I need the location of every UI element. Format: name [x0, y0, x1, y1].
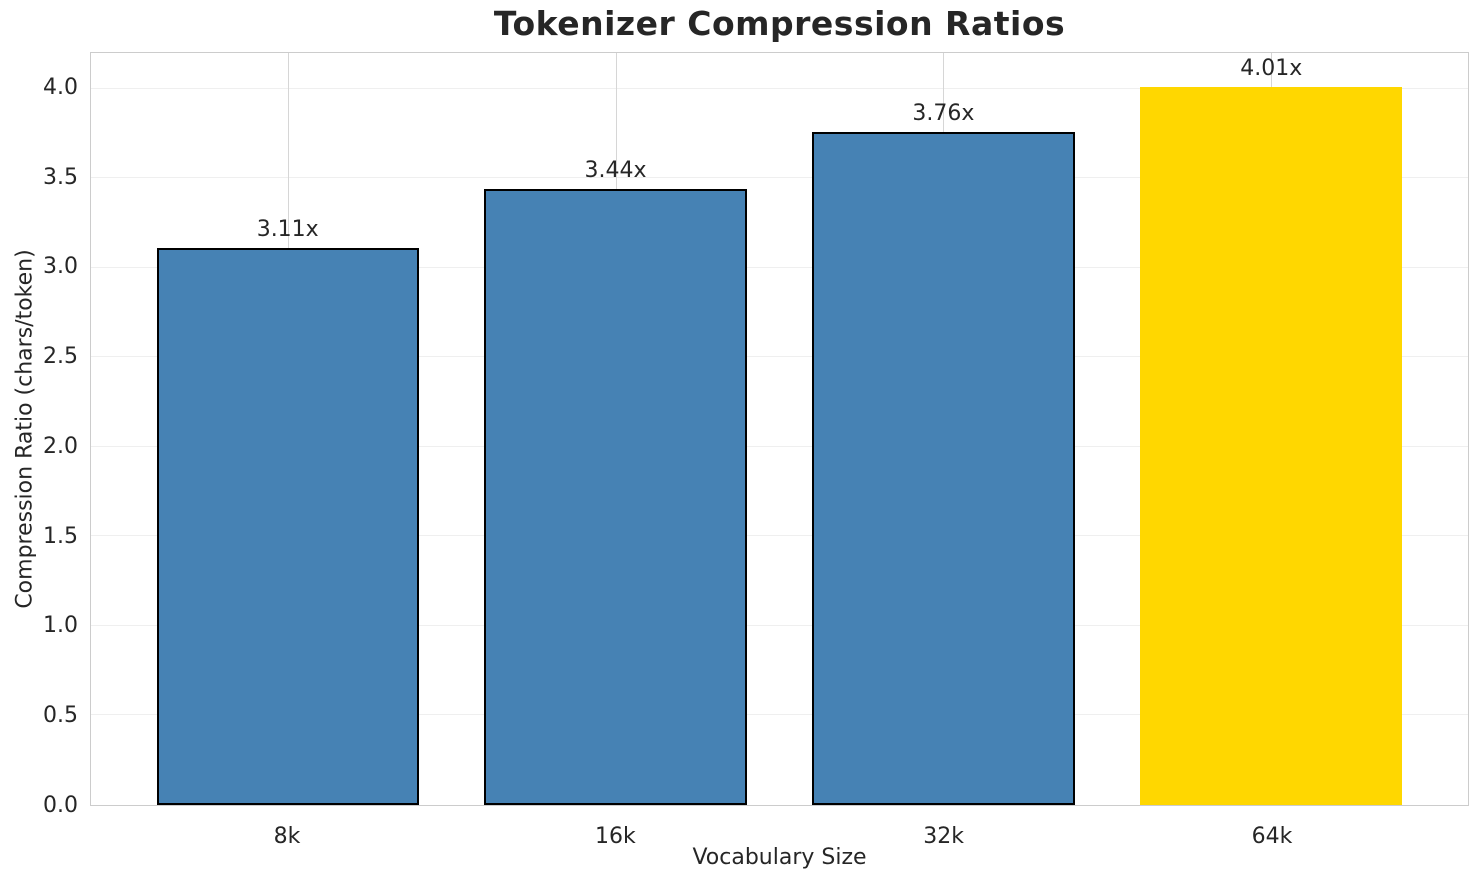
bar-64k: [1140, 87, 1403, 805]
x-tick-label-64k: 64k: [1251, 824, 1293, 849]
y-tick-label-4.0: 4.0: [43, 74, 78, 100]
bar-16k: [484, 189, 747, 805]
h-gridline: [91, 714, 1468, 716]
x-tick-label-16k: 16k: [594, 824, 636, 849]
bar-value-label-32k: 3.76x: [912, 100, 975, 126]
h-gridline: [91, 177, 1468, 179]
x-axis-label: Vocabulary Size: [692, 845, 867, 870]
y-tick-label-0.0: 0.0: [43, 793, 78, 818]
bar-value-label-8k: 3.11x: [256, 217, 319, 243]
y-tick-label-2.0: 2.0: [43, 433, 78, 459]
h-gridline: [91, 535, 1468, 537]
y-axis-label: Compression Ratio (chars/token): [12, 249, 38, 609]
y-tick-label-2.5: 2.5: [43, 344, 78, 370]
y-tick-label-3.0: 3.0: [43, 254, 78, 280]
bar-value-label-16k: 3.44x: [584, 158, 647, 184]
y-tick-label-0.5: 0.5: [43, 703, 78, 729]
bar-8k: [156, 248, 419, 805]
bar-value-label-64k: 4.01x: [1240, 56, 1303, 82]
plot-area: 3.11x 3.44x 3.76x 4.01x: [90, 52, 1469, 806]
bar-32k: [812, 131, 1075, 805]
h-gridline: [91, 87, 1468, 89]
h-gridline: [91, 624, 1468, 626]
h-gridline: [91, 266, 1468, 268]
h-gridline: [91, 445, 1468, 447]
y-tick-label-1.0: 1.0: [43, 613, 78, 639]
x-tick-label-8k: 8k: [273, 824, 301, 849]
y-tick-label-3.5: 3.5: [43, 164, 78, 190]
y-tick-label-1.5: 1.5: [43, 523, 78, 549]
h-gridline: [91, 356, 1468, 358]
x-tick-label-32k: 32k: [923, 824, 965, 849]
chart-title: Tokenizer Compression Ratios: [493, 4, 1066, 43]
